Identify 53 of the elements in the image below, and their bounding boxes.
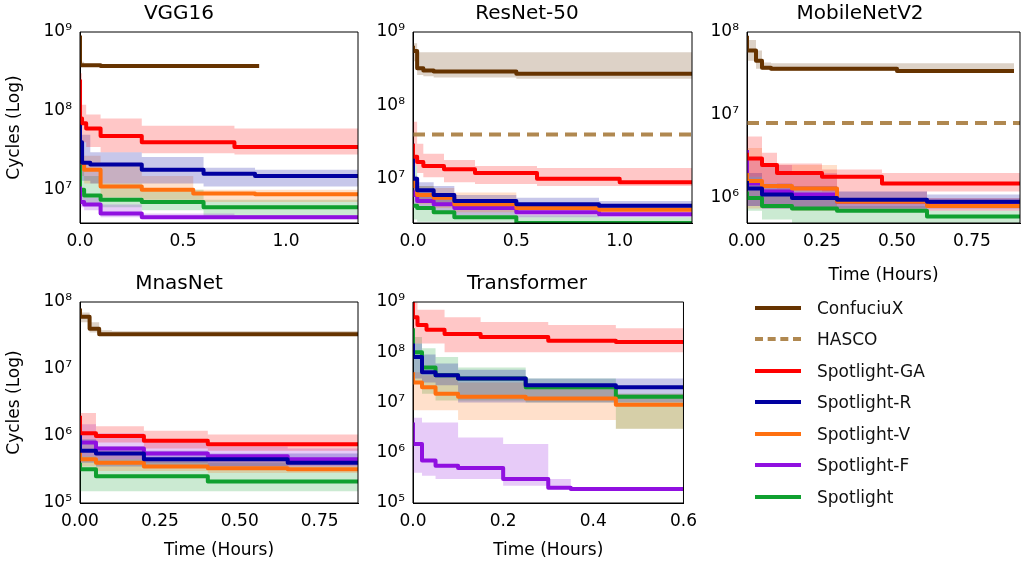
x-tick-label: 0.75 bbox=[300, 509, 339, 530]
x-tick-label: 0.25 bbox=[803, 229, 841, 250]
legend-label: Spotlight bbox=[817, 486, 894, 507]
x-tick-label: 0.5 bbox=[169, 229, 197, 250]
y-tick-label: 10⁸ bbox=[710, 20, 740, 41]
x-tick-label: 1.0 bbox=[606, 229, 634, 250]
x-tick-label: 0.50 bbox=[220, 509, 259, 530]
legend-label: ConfuciuX bbox=[817, 297, 904, 318]
x-tick-label: 0.0 bbox=[399, 509, 427, 530]
y-tick-label: 10⁸ bbox=[376, 93, 406, 114]
x-tick-label: 0.6 bbox=[669, 509, 698, 530]
x-tick-label: 0.00 bbox=[728, 229, 766, 250]
x-tick-label: 1.0 bbox=[272, 229, 300, 250]
chart-title: MobileNetV2 bbox=[796, 0, 924, 25]
y-tick-label: 10⁹ bbox=[376, 290, 406, 311]
y-tick-label: 10⁷ bbox=[376, 390, 406, 411]
legend-label: Spotlight-R bbox=[817, 392, 912, 413]
legend-label: Spotlight-V bbox=[817, 423, 911, 444]
x-tick-label: 0.5 bbox=[502, 229, 530, 250]
y-tick-label: 10⁵ bbox=[43, 491, 72, 512]
y-tick-label: 10⁶ bbox=[376, 441, 406, 462]
x-axis-title: Time (Hours) bbox=[827, 264, 939, 285]
y-tick-label: 10⁷ bbox=[43, 178, 73, 199]
x-tick-label: 0.2 bbox=[489, 509, 517, 530]
y-tick-label: 10⁹ bbox=[376, 20, 406, 41]
y-axis-title: Cycles (Log) bbox=[2, 75, 23, 180]
y-tick-label: 10⁷ bbox=[43, 357, 73, 378]
y-tick-label: 10⁷ bbox=[710, 103, 740, 124]
y-tick-label: 10⁹ bbox=[43, 20, 73, 41]
chart-title: Transformer bbox=[465, 270, 588, 295]
x-tick-label: 0.4 bbox=[579, 509, 607, 530]
y-tick-label: 10⁸ bbox=[43, 290, 73, 311]
y-axis-title: Cycles (Log) bbox=[2, 350, 23, 455]
x-axis-title: Time (Hours) bbox=[162, 539, 275, 560]
x-tick-label: 0.00 bbox=[61, 509, 99, 530]
x-tick-label: 0.0 bbox=[399, 229, 427, 250]
x-tick-label: 0.75 bbox=[953, 229, 991, 250]
x-axis-title: Time (Hours) bbox=[492, 539, 604, 560]
chart-title: VGG16 bbox=[143, 0, 215, 25]
legend-label: Spotlight-GA bbox=[817, 360, 925, 381]
y-tick-label: 10⁸ bbox=[43, 99, 73, 120]
y-tick-label: 10⁶ bbox=[43, 424, 73, 445]
y-tick-label: 10⁶ bbox=[710, 186, 740, 207]
chart-title: MnasNet bbox=[135, 270, 224, 295]
y-tick-label: 10⁷ bbox=[376, 167, 406, 188]
legend-label: HASCO bbox=[817, 329, 878, 350]
x-tick-label: 0.25 bbox=[140, 509, 179, 530]
y-tick-label: 10⁵ bbox=[376, 491, 405, 512]
x-tick-label: 0.50 bbox=[878, 229, 916, 250]
legend-label: Spotlight-F bbox=[817, 455, 910, 476]
chart-title: ResNet-50 bbox=[475, 0, 579, 25]
x-tick-label: 0.0 bbox=[66, 229, 94, 250]
y-tick-label: 10⁸ bbox=[376, 340, 406, 361]
